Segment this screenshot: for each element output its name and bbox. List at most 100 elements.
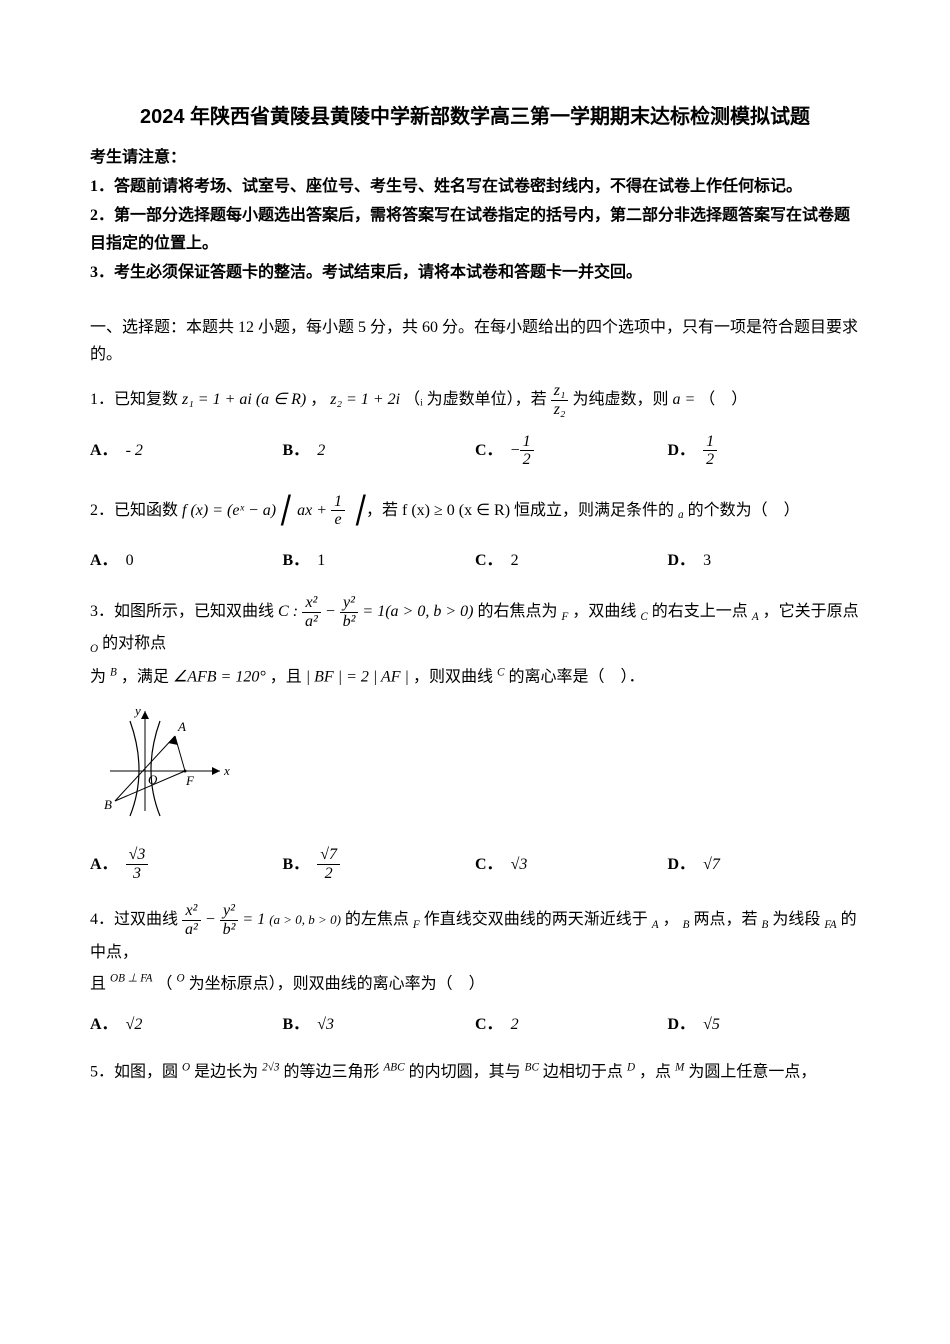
q4-t4: 两点，若 — [693, 911, 761, 928]
option-value: 2 — [317, 437, 325, 464]
option-label: D． — [668, 437, 696, 464]
sub-b2: B — [762, 911, 769, 928]
frac-num: 1 — [520, 433, 534, 451]
option-value: 2 — [511, 1011, 519, 1038]
q4-origin: 为坐标原点），则双曲线的离心率为（ ） — [189, 975, 485, 992]
option-d: D． √5 — [668, 1011, 861, 1038]
q4-eq: = 1 — [242, 911, 265, 928]
axis-x-label: x — [223, 763, 230, 778]
notice-item: 3．考生必须保证答题卡的整洁。考试结束后，请将本试卷和答题卡一并交回。 — [90, 259, 860, 286]
sub-b: B — [683, 911, 690, 928]
q2-a: a — [678, 501, 684, 518]
frac-num: x² — [302, 594, 321, 612]
sub-o: O — [177, 975, 185, 992]
sub-f: F — [413, 911, 420, 928]
sub-bc: BC — [525, 1064, 539, 1081]
question-4: 4．过双曲线 x² a² − y² b² = 1 (a > 0, b > 0) … — [90, 902, 860, 965]
option-label: A． — [90, 851, 118, 878]
sub-o: O — [182, 1064, 190, 1081]
notice-item: 2．第一部分选择题每小题选出答案后，需将答案写在试卷指定的括号内，第二部分非选择… — [90, 202, 860, 256]
q1-z1: z₁ = 1 + ai — [182, 391, 252, 408]
frac-num: y² — [340, 594, 359, 612]
minus: − — [325, 603, 340, 620]
option-value: - 2 — [126, 437, 143, 464]
option-a: A． √2 — [90, 1011, 283, 1038]
q1-close: （ ） — [699, 391, 747, 408]
q3-fy: y² b² — [340, 594, 359, 630]
sub-fa: FA — [824, 911, 836, 928]
option-a: A． 0 — [90, 547, 283, 574]
option-label: A． — [90, 1011, 118, 1038]
frac-den: 2 — [317, 864, 340, 883]
q4-perp: OB ⊥ FA — [110, 975, 152, 992]
option-value: √3 — [317, 1011, 334, 1038]
frac-num: √7 — [317, 846, 340, 864]
bracket-left: ⎜ — [280, 496, 293, 525]
option-label: C． — [475, 437, 503, 464]
option-frac: √3 3 — [126, 846, 149, 882]
option-c: C． 2 — [475, 547, 668, 574]
q5-pre: 5．如图，圆 — [90, 1064, 182, 1081]
q4-fy: y² b² — [220, 902, 239, 938]
option-label: C． — [475, 1011, 503, 1038]
q3-l2-mid: ，满足 — [121, 669, 173, 686]
frac-num: 1 — [703, 433, 717, 451]
q2-inner: ax + — [297, 501, 331, 518]
q5-t3: 的内切圆，其与 — [409, 1064, 525, 1081]
q4-options: A． √2 B． √3 C． 2 D． √5 — [90, 1011, 860, 1038]
option-frac: 1 2 — [703, 433, 717, 469]
sub-c: C — [640, 603, 647, 620]
option-label: C． — [475, 547, 503, 574]
option-label: C． — [475, 851, 503, 878]
option-b: B． 2 — [283, 433, 476, 469]
point-f-label: F — [185, 773, 195, 788]
q1-avar: a = — [673, 391, 696, 408]
q2-options: A． 0 B． 1 C． 2 D． 3 — [90, 547, 860, 574]
q3-l2-tail: ，则双曲线 — [413, 669, 497, 686]
option-b: B． 1 — [283, 547, 476, 574]
q3-t3: 的右支上一点 — [652, 603, 752, 620]
frac-den: z₂ — [551, 400, 569, 419]
option-c: C． 2 — [475, 1011, 668, 1038]
minus: − — [205, 911, 220, 928]
q2-tail: ，若 f (x) ≥ 0 (x ∈ R) 恒成立，则满足条件的 — [366, 501, 678, 518]
option-d: D． 1 2 — [668, 433, 861, 469]
frac-num: y² — [220, 902, 239, 920]
frac-num: 1 — [331, 493, 345, 511]
frac-den: 3 — [126, 864, 149, 883]
sub-b: B — [110, 669, 117, 686]
q1-z2: z₂ = 1 + 2i — [330, 391, 400, 408]
option-label: B． — [283, 437, 310, 464]
q2-lhs: f (x) = (eˣ − a) — [182, 501, 276, 518]
q4-l2-pre: 且 — [90, 975, 110, 992]
q2-tail2: 的个数为（ ） — [688, 501, 800, 518]
question-3-line2: 为 B ，满足 ∠AFB = 120° ，且 | BF | = 2 | AF |… — [90, 663, 860, 691]
q3-options: A． √3 3 B． √7 2 C． √3 D． √7 — [90, 846, 860, 882]
option-value: 3 — [703, 547, 711, 574]
q3-t5: 的对称点 — [102, 635, 166, 652]
q1-text: 1．已知复数 — [90, 391, 182, 408]
option-label: B． — [283, 851, 310, 878]
sub-a: A — [652, 911, 659, 928]
q4-paren: （ — [157, 975, 173, 992]
frac-num: x² — [182, 902, 201, 920]
q3-l2-pre: 为 — [90, 669, 110, 686]
q5-t4: 边相切于点 — [543, 1064, 627, 1081]
option-b: B． √7 2 — [283, 846, 476, 882]
sub-a: A — [752, 603, 759, 620]
option-frac: 1 2 — [520, 433, 534, 469]
option-label: B． — [283, 547, 310, 574]
q1-comma: ， — [310, 391, 326, 408]
bracket-right: ⎟ — [349, 496, 362, 525]
q2-pre: 2．已知函数 — [90, 501, 182, 518]
q1-frac: z₁ z₂ — [551, 382, 569, 418]
axis-y-label: y — [133, 703, 141, 718]
q3-fx: x² a² — [302, 594, 321, 630]
notice-heading: 考生请注意： — [90, 144, 860, 171]
q3-eq: = 1(a > 0, b > 0) — [362, 603, 473, 620]
frac-den: b² — [220, 920, 239, 939]
option-frac: √7 2 — [317, 846, 340, 882]
q1-paren: (a ∈ R) — [256, 391, 306, 408]
sub-c: C — [497, 669, 504, 686]
q3-clabel: C : — [278, 603, 298, 620]
